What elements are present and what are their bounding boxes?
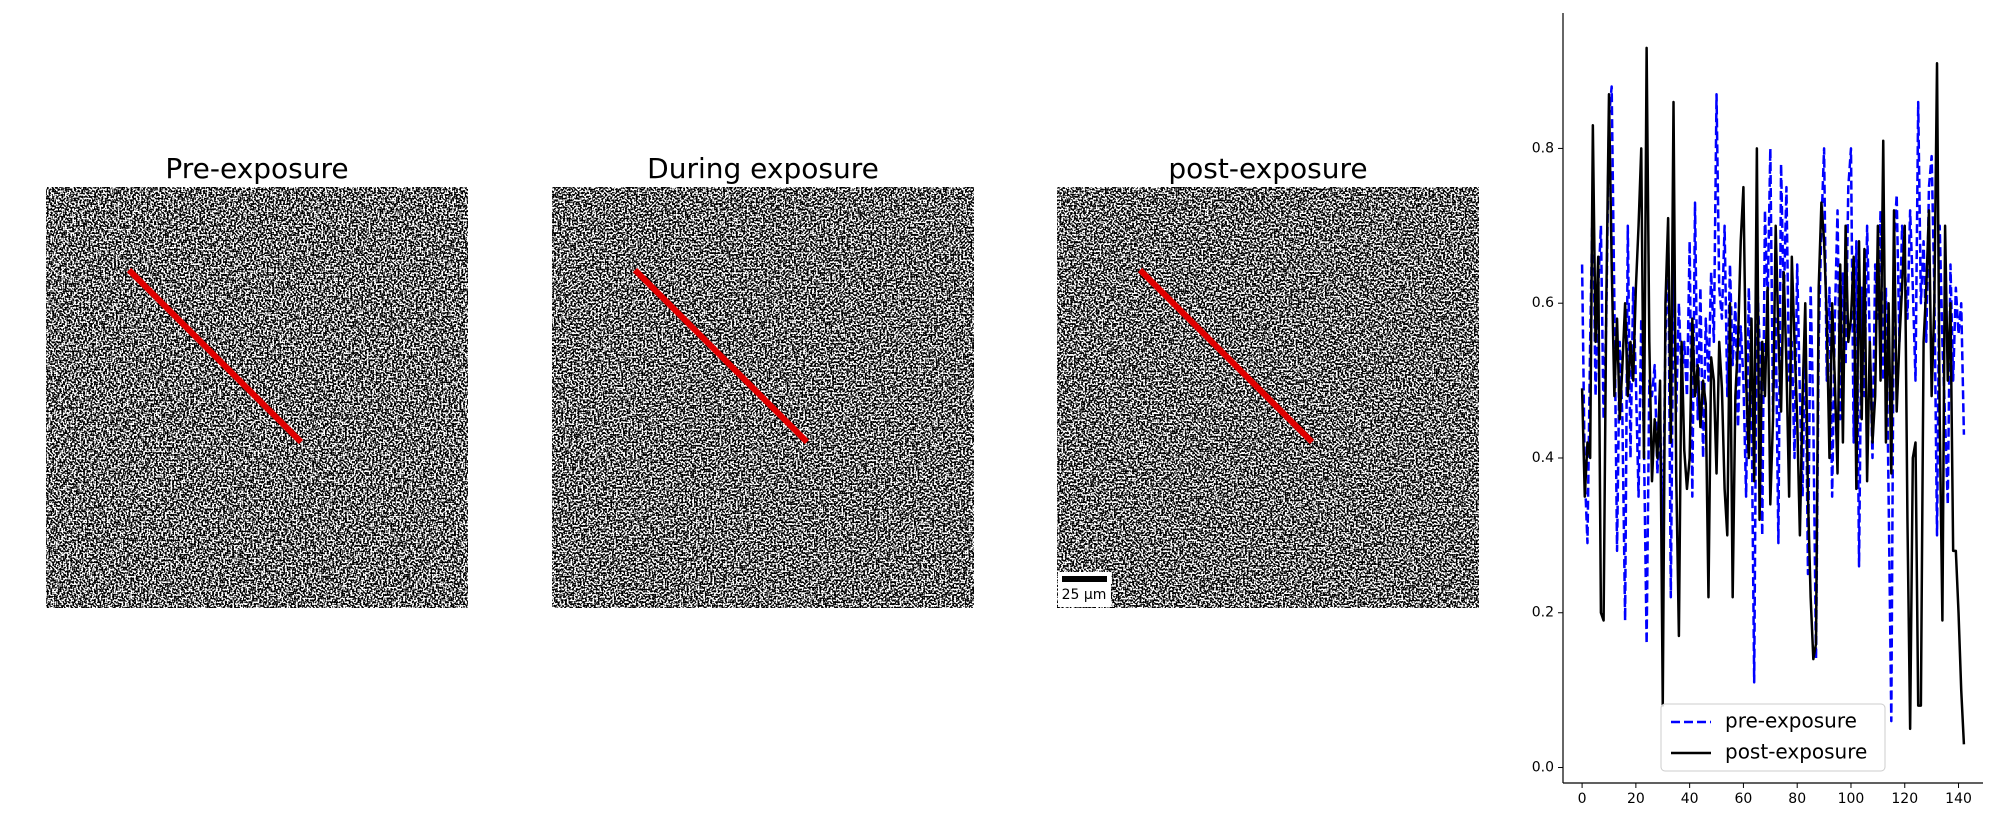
- panel-title: During exposure: [647, 152, 879, 185]
- legend-box: [1660, 703, 1886, 772]
- panel: Pre-exposure: [46, 152, 468, 608]
- x-tick-label: 80: [1788, 791, 1806, 807]
- x-tick-label: 40: [1681, 791, 1699, 807]
- y-tick-label: 0.4: [1532, 450, 1554, 466]
- panel: During exposure: [552, 152, 974, 608]
- y-tick-label: 0.6: [1532, 295, 1554, 311]
- y-tick-label: 0.0: [1532, 760, 1554, 776]
- x-tick-label: 20: [1627, 791, 1645, 807]
- x-tick-label: 100: [1838, 791, 1865, 807]
- y-tick-label: 0.8: [1532, 140, 1554, 156]
- series-line: [1580, 46, 1966, 745]
- profile-line: [126, 267, 304, 445]
- scale-bar: [1062, 576, 1107, 582]
- y-tick-label: 0.2: [1532, 605, 1554, 621]
- x-tick-label: 140: [1945, 791, 1972, 807]
- x-tick-label: 60: [1735, 791, 1753, 807]
- legend-label: post-exposure: [1725, 740, 1867, 764]
- panel-title: Pre-exposure: [165, 152, 348, 185]
- scale-bar-label: 25 μm: [1062, 587, 1107, 603]
- legend-label: pre-exposure: [1725, 709, 1857, 733]
- panel-title: post-exposure: [1168, 152, 1367, 185]
- profile-line: [632, 267, 810, 445]
- x-tick-label: 0: [1578, 791, 1587, 807]
- panel: post-exposure 25 μm: [1057, 152, 1479, 608]
- profile-line: [1137, 267, 1315, 445]
- x-tick-label: 120: [1891, 791, 1918, 807]
